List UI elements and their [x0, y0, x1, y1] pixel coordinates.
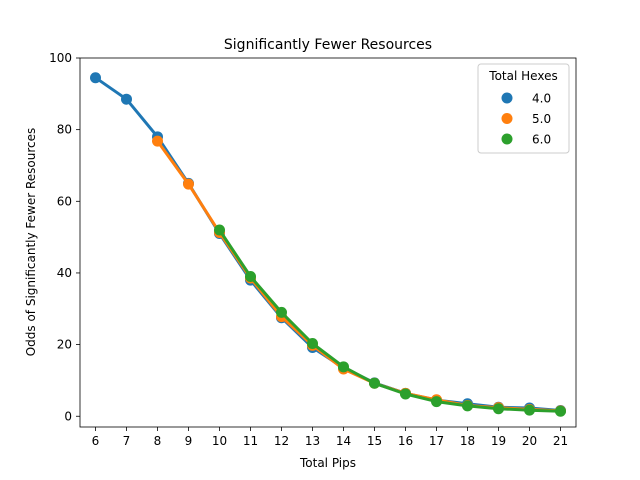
data-point [121, 93, 132, 105]
y-tick-label: 40 [57, 266, 72, 280]
x-tick-label: 10 [212, 434, 227, 448]
data-point [524, 404, 535, 416]
x-tick-label: 12 [274, 434, 289, 448]
x-tick-label: 20 [522, 434, 537, 448]
data-point [90, 72, 101, 84]
data-point [338, 361, 349, 373]
x-tick-label: 16 [398, 434, 413, 448]
data-point [555, 405, 566, 417]
x-tick-label: 8 [154, 434, 162, 448]
x-axis: 6 7 8 9 10 11 12 13 14 15 16 17 18 19 20 21 [92, 427, 568, 448]
data-point [400, 388, 411, 400]
y-axis-label: Odds of Significantly Fewer Resources [24, 128, 38, 357]
x-tick-label: 13 [305, 434, 320, 448]
x-tick-label: 18 [460, 434, 475, 448]
x-tick-label: 7 [123, 434, 131, 448]
y-tick-label: 80 [57, 123, 72, 137]
x-tick-label: 21 [553, 434, 568, 448]
x-tick-label: 15 [367, 434, 382, 448]
series-line [218, 228, 562, 413]
data-point [493, 403, 504, 415]
series-line [156, 139, 562, 413]
x-tick-label: 9 [185, 434, 193, 448]
x-tick-label: 19 [491, 434, 506, 448]
plot-frame [79, 57, 577, 428]
x-tick-label: 11 [243, 434, 258, 448]
legend-label: 4.0 [532, 92, 551, 106]
data-point [431, 396, 442, 408]
legend-marker [501, 92, 513, 104]
y-tick-label: 100 [49, 51, 72, 65]
legend-marker [501, 133, 513, 145]
legend-label: 5.0 [532, 112, 551, 126]
legend: Total Hexes 4.0 5.0 6.0 [477, 63, 570, 154]
y-tick-label: 20 [57, 338, 72, 352]
x-tick-label: 14 [336, 434, 351, 448]
data-point [307, 338, 318, 350]
data-point [245, 271, 256, 283]
legend-frame [477, 63, 570, 154]
y-tick-label: 0 [64, 409, 72, 423]
x-tick-label: 6 [92, 434, 100, 448]
x-tick-label: 17 [429, 434, 444, 448]
y-axis: 0 20 40 60 80 100 [49, 51, 80, 423]
x-axis-label: Total Pips [299, 456, 356, 470]
legend-marker [501, 113, 513, 124]
legend-label: 6.0 [532, 133, 551, 147]
plot-area [79, 57, 577, 428]
data-point [214, 224, 225, 236]
data-point [462, 400, 473, 412]
series-6.0 [214, 224, 566, 417]
legend-title: Total Hexes [488, 69, 557, 83]
data-point [152, 135, 163, 147]
chart-title: Significantly Fewer Resources [224, 37, 432, 53]
y-tick-label: 60 [57, 194, 72, 208]
data-point [276, 306, 287, 318]
data-point [183, 178, 194, 190]
data-point [369, 377, 380, 389]
